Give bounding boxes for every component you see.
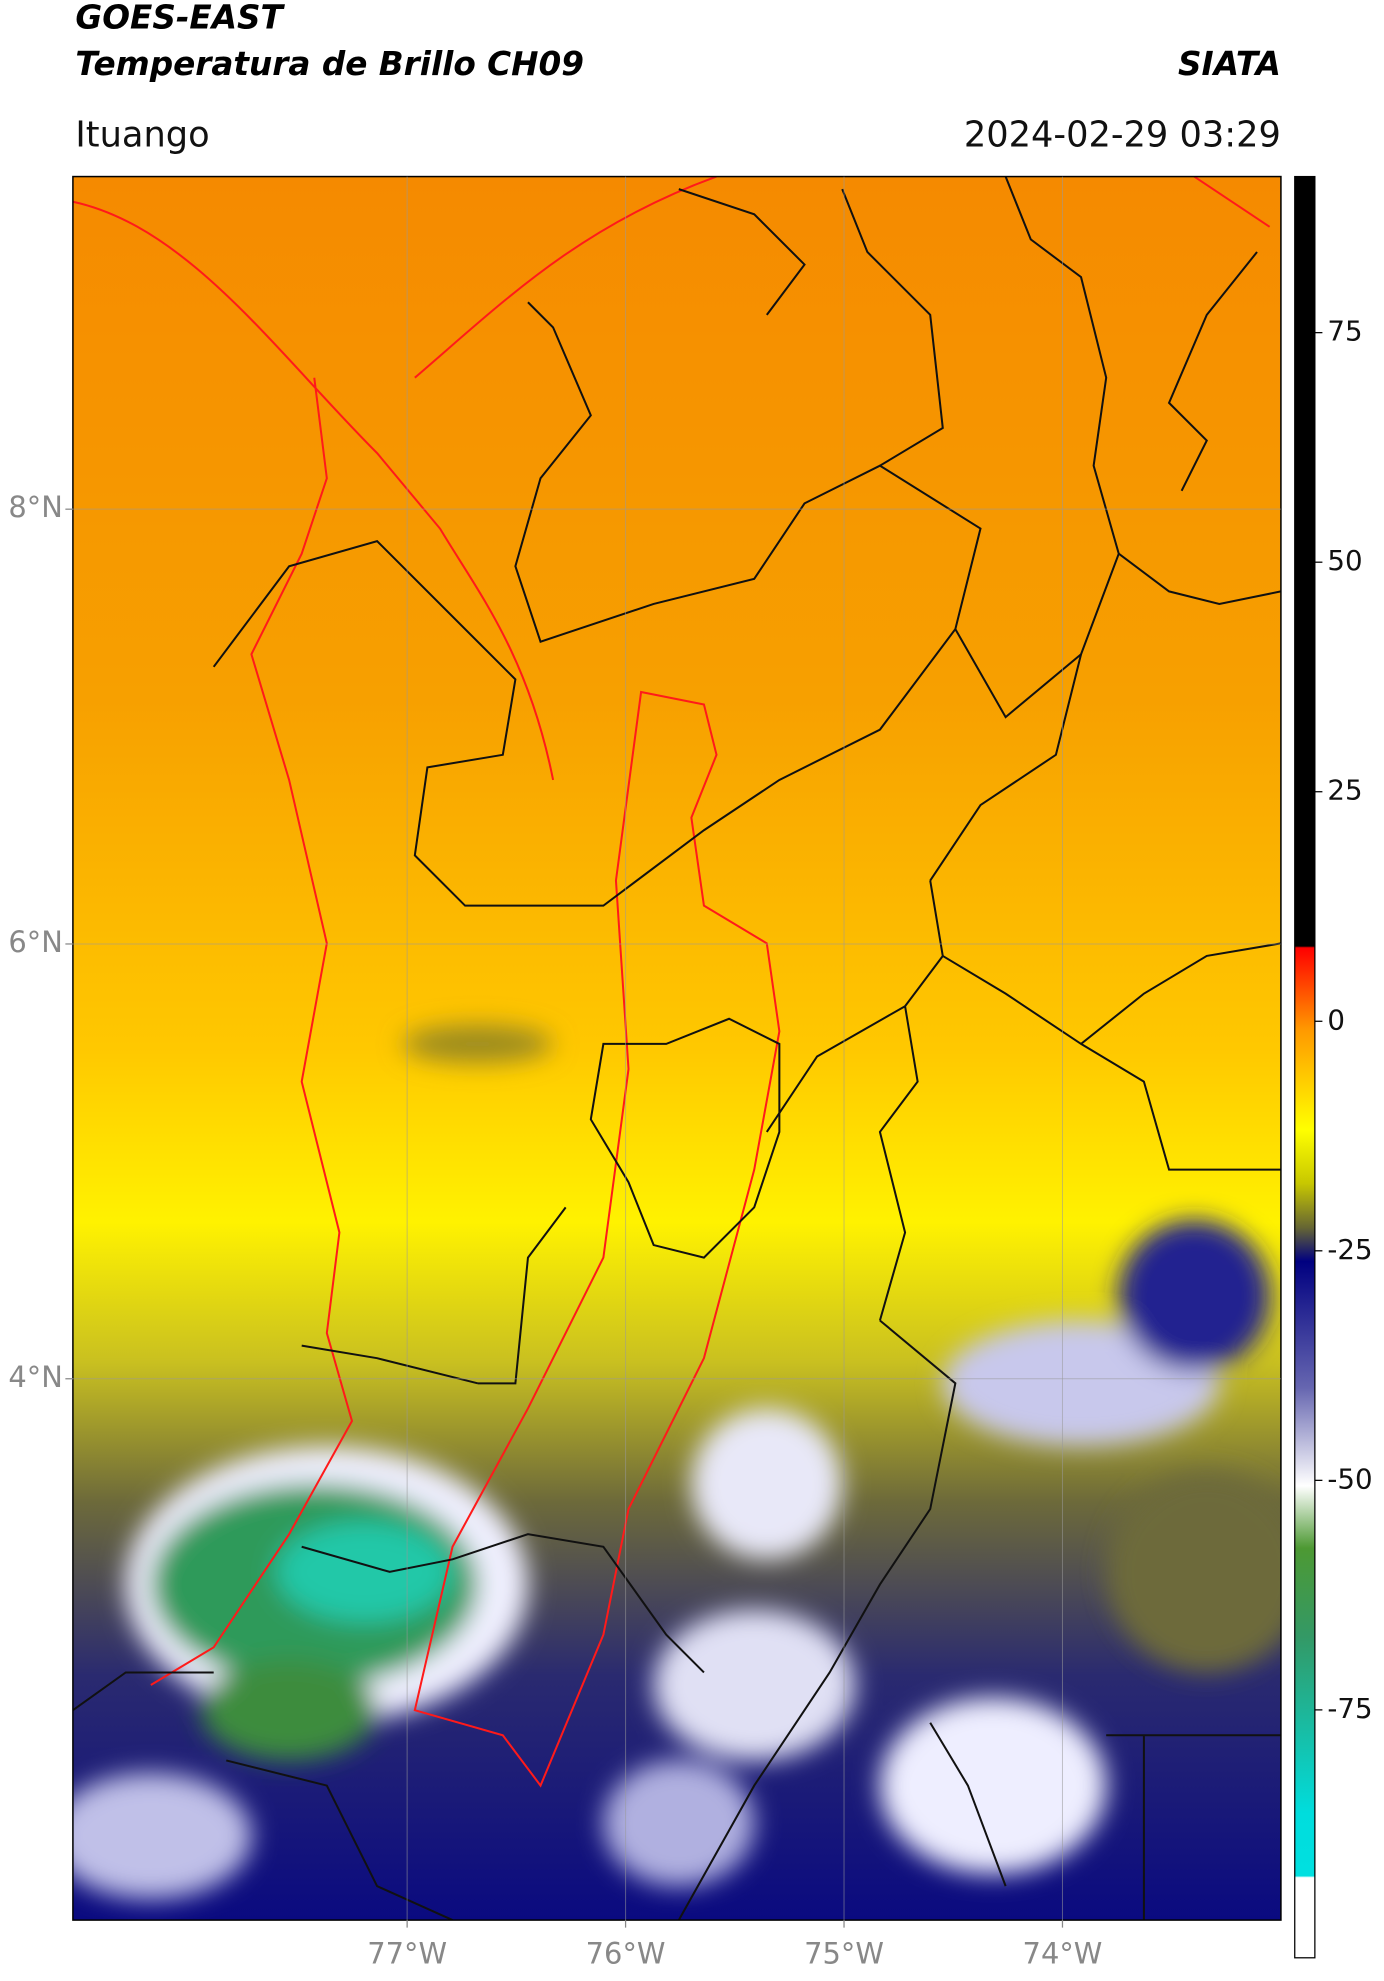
colorbar-tick-label: -50 [1327,1462,1372,1495]
y-tick-label: 8°N [8,490,62,524]
datetime: 2024-02-29 03:29 [964,114,1281,155]
colorbar-tick-label: 50 [1327,544,1362,577]
colorbar [1294,175,1316,1959]
map-frame [72,175,1282,1921]
x-tick-label: 75°W [804,1936,884,1970]
colorbar-tick-label: 75 [1327,315,1362,348]
source: SIATA [1178,45,1281,83]
y-tick-label: 6°N [8,925,62,959]
y-tick-label: 4°N [8,1360,62,1394]
title-line2: Temperatura de Brillo CH09 [75,45,584,83]
map-image [72,176,1281,1921]
title-line1: GOES-EAST [75,0,285,36]
x-tick-label: 77°W [367,1936,447,1970]
colorbar-tick-label: -25 [1327,1233,1372,1266]
ticks: 77°W 76°W 75°W 74°W 8°N 6°N 4°N 75 50 25 0 -25 -50 -7… [8,176,1373,1970]
colorbar-tick-label: 25 [1327,774,1362,807]
colorbar-tick-label: 0 [1327,1003,1345,1036]
x-tick-label: 74°W [1023,1936,1103,1970]
location: Ituango [75,114,209,155]
colorbar-tick-label: -75 [1327,1692,1372,1725]
x-tick-label: 76°W [586,1936,666,1970]
